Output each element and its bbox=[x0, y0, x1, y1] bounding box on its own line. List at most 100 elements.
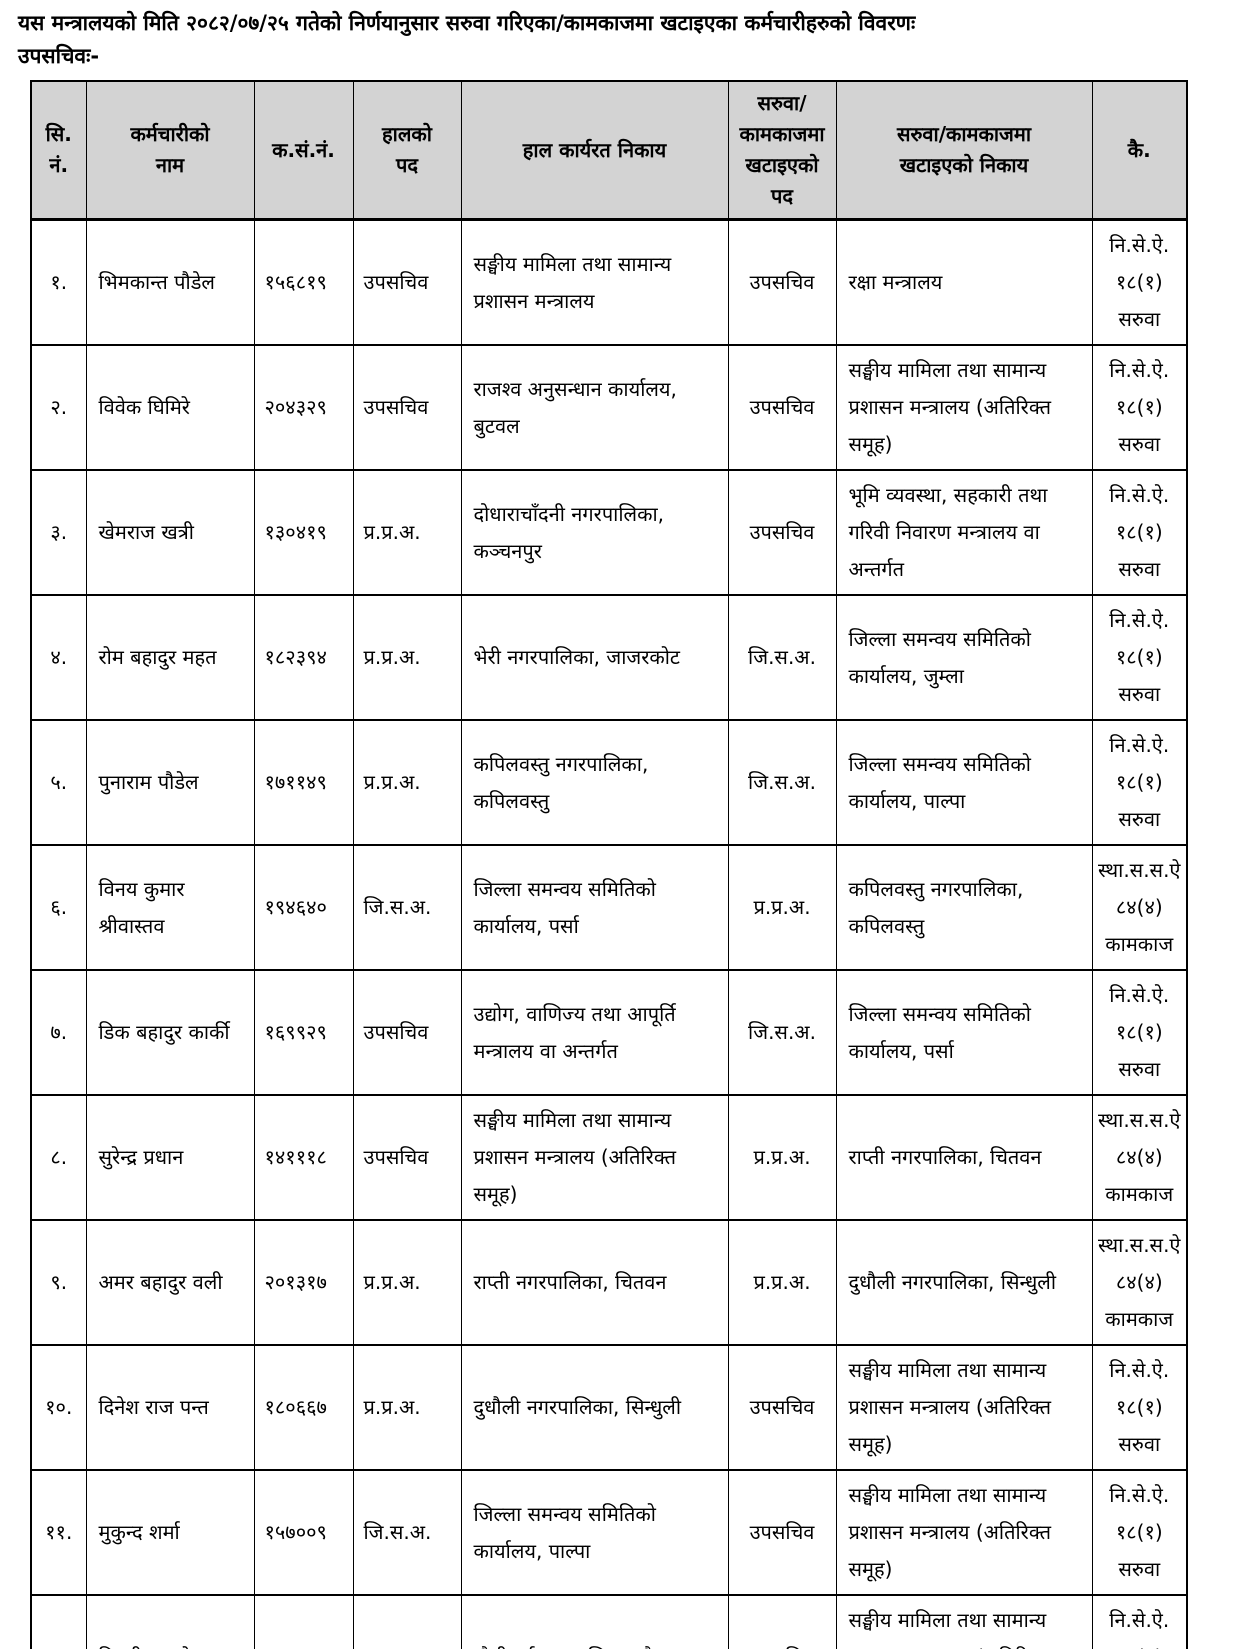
table-row: १०. दिनेश राज पन्त १८०६६७ प्र.प्र.अ. दुध… bbox=[30, 1344, 1188, 1472]
cell-assigned-position: प्र.प्र.अ. bbox=[727, 844, 837, 972]
cell-employee-id: १५७००९ bbox=[253, 1469, 354, 1597]
cell-employee-id: १८०६६७ bbox=[253, 1344, 354, 1472]
header-current-agency: हाल कार्यरत निकाय bbox=[460, 80, 729, 222]
table-row: ११. मुकुन्द शर्मा १५७००९ जि.स.अ. जिल्ला … bbox=[30, 1469, 1188, 1597]
header-employee-id: क.सं.नं. bbox=[253, 80, 354, 222]
cell-assigned-agency: दुधौली नगरपालिका, सिन्धुली bbox=[835, 1219, 1093, 1347]
table-row: ५. पुनाराम पौडेल १७११४९ प्र.प्र.अ. कपिलव… bbox=[30, 719, 1188, 847]
cell-serial-number: १२. bbox=[30, 1594, 87, 1649]
cell-employee-name: सुरेन्द्र प्रधान bbox=[85, 1094, 255, 1222]
cell-current-agency: जिल्ला समन्वय समितिको कार्यालय, पाल्पा bbox=[460, 1469, 729, 1597]
cell-remarks: नि.से.ऐ. १८(१) सरुवा bbox=[1091, 469, 1188, 597]
cell-employee-name: खेमराज खत्री bbox=[85, 469, 255, 597]
cell-assigned-position: उपसचिव bbox=[727, 1594, 837, 1649]
cell-current-agency: भेरी नगरपालिका, जाजरकोट bbox=[460, 594, 729, 722]
cell-remarks: नि.से.ऐ. १८(१) सरुवा bbox=[1091, 344, 1188, 472]
cell-serial-number: ४. bbox=[30, 594, 87, 722]
cell-current-agency: दोधाराचाँदनी नगरपालिका, कञ्चनपुर bbox=[460, 469, 729, 597]
table-row: १२. डिल्लीराज श्रेष्ठ १५४२२७ प्र.प्र.अ. … bbox=[30, 1594, 1188, 1649]
cell-employee-name: भिमकान्त पौडेल bbox=[85, 218, 255, 347]
table-row: ८. सुरेन्द्र प्रधान १४१११८ उपसचिव सङ्घीय… bbox=[30, 1094, 1188, 1222]
cell-assigned-position: जि.स.अ. bbox=[727, 719, 837, 847]
cell-assigned-agency: सङ्घीय मामिला तथा सामान्य प्रशासन मन्त्र… bbox=[835, 1594, 1093, 1649]
cell-employee-name: पुनाराम पौडेल bbox=[85, 719, 255, 847]
cell-assigned-position: उपसचिव bbox=[727, 1469, 837, 1597]
cell-employee-id: १६९९२९ bbox=[253, 969, 354, 1097]
cell-current-position: जि.स.अ. bbox=[352, 1469, 462, 1597]
cell-assigned-agency: सङ्घीय मामिला तथा सामान्य प्रशासन मन्त्र… bbox=[835, 1469, 1093, 1597]
cell-current-position: प्र.प्र.अ. bbox=[352, 1594, 462, 1649]
table-row: २. विवेक घिमिरे २०४३२९ उपसचिव राजश्व अनु… bbox=[30, 344, 1188, 472]
cell-current-agency: राजश्व अनुसन्धान कार्यालय, बुटवल bbox=[460, 344, 729, 472]
cell-assigned-agency: भूमि व्यवस्था, सहकारी तथा गरिवी निवारण म… bbox=[835, 469, 1093, 597]
cell-employee-name: अमर बहादुर वली bbox=[85, 1219, 255, 1347]
cell-employee-id: १७११४९ bbox=[253, 719, 354, 847]
cell-remarks: नि.से.ऐ. १८(१) सरुवा bbox=[1091, 1469, 1188, 1597]
cell-serial-number: ३. bbox=[30, 469, 87, 597]
cell-current-position: प्र.प्र.अ. bbox=[352, 469, 462, 597]
cell-remarks: स्था.स.स.ऐ ८४(४) कामकाज bbox=[1091, 844, 1188, 972]
cell-assigned-agency: जिल्ला समन्वय समितिको कार्यालय, पर्सा bbox=[835, 969, 1093, 1097]
cell-assigned-agency: जिल्ला समन्वय समितिको कार्यालय, पाल्पा bbox=[835, 719, 1093, 847]
cell-serial-number: २. bbox=[30, 344, 87, 472]
cell-assigned-agency: सङ्घीय मामिला तथा सामान्य प्रशासन मन्त्र… bbox=[835, 344, 1093, 472]
cell-remarks: नि.से.ऐ. १८(१) सरुवा bbox=[1091, 969, 1188, 1097]
cell-employee-name: रोम बहादुर महत bbox=[85, 594, 255, 722]
cell-employee-id: १४१११८ bbox=[253, 1094, 354, 1222]
cell-current-agency: दुधौली नगरपालिका, सिन्धुली bbox=[460, 1344, 729, 1472]
table-header-row: सि. नं. कर्मचारीको नाम क.सं.नं. हालको पद… bbox=[30, 80, 1188, 222]
cell-current-position: उपसचिव bbox=[352, 1094, 462, 1222]
cell-serial-number: ६. bbox=[30, 844, 87, 972]
table-row: १. भिमकान्त पौडेल १५६८१९ उपसचिव सङ्घीय म… bbox=[30, 218, 1188, 347]
header-assigned-agency: सरुवा/कामकाजमा खटाइएको निकाय bbox=[835, 80, 1093, 222]
cell-current-agency: कपिलवस्तु नगरपालिका, कपिलवस्तु bbox=[460, 719, 729, 847]
cell-employee-id: २०१३१७ bbox=[253, 1219, 354, 1347]
cell-assigned-position: उपसचिव bbox=[727, 218, 837, 347]
cell-assigned-position: उपसचिव bbox=[727, 1344, 837, 1472]
cell-assigned-agency: सङ्घीय मामिला तथा सामान्य प्रशासन मन्त्र… bbox=[835, 1344, 1093, 1472]
cell-current-agency: सङ्घीय मामिला तथा सामान्य प्रशासन मन्त्र… bbox=[460, 218, 729, 347]
cell-assigned-position: जि.स.अ. bbox=[727, 594, 837, 722]
cell-current-agency: सङ्घीय मामिला तथा सामान्य प्रशासन मन्त्र… bbox=[460, 1094, 729, 1222]
cell-serial-number: १०. bbox=[30, 1344, 87, 1472]
table-body: १. भिमकान्त पौडेल १५६८१९ उपसचिव सङ्घीय म… bbox=[30, 218, 1188, 1649]
header-remarks: कै. bbox=[1091, 80, 1188, 222]
cell-current-position: प्र.प्र.अ. bbox=[352, 594, 462, 722]
cell-serial-number: ८. bbox=[30, 1094, 87, 1222]
cell-current-agency: उद्योग, वाणिज्य तथा आपूर्ति मन्त्रालय वा… bbox=[460, 969, 729, 1097]
cell-current-agency: जिल्ला समन्वय समितिको कार्यालय, पर्सा bbox=[460, 844, 729, 972]
cell-assigned-position: प्र.प्र.अ. bbox=[727, 1219, 837, 1347]
table-row: ९. अमर बहादुर वली २०१३१७ प्र.प्र.अ. राप्… bbox=[30, 1219, 1188, 1347]
cell-employee-name: विनय कुमार श्रीवास्तव bbox=[85, 844, 255, 972]
cell-assigned-position: उपसचिव bbox=[727, 469, 837, 597]
cell-remarks: नि.से.ऐ. १८(१) सरुवा bbox=[1091, 719, 1188, 847]
cell-current-position: प्र.प्र.अ. bbox=[352, 1219, 462, 1347]
cell-current-agency: बौधीमाई नगरपालिका, रौतहट bbox=[460, 1594, 729, 1649]
cell-employee-name: डिल्लीराज श्रेष्ठ bbox=[85, 1594, 255, 1649]
cell-employee-name: विवेक घिमिरे bbox=[85, 344, 255, 472]
cell-current-position: उपसचिव bbox=[352, 344, 462, 472]
cell-assigned-agency: कपिलवस्तु नगरपालिका, कपिलवस्तु bbox=[835, 844, 1093, 972]
cell-remarks: स्था.स.स.ऐ ८४(४) कामकाज bbox=[1091, 1219, 1188, 1347]
transfer-table: सि. नं. कर्मचारीको नाम क.सं.नं. हालको पद… bbox=[30, 80, 1188, 1649]
cell-current-position: प्र.प्र.अ. bbox=[352, 1344, 462, 1472]
header-serial-number: सि. नं. bbox=[30, 80, 87, 222]
cell-current-position: प्र.प्र.अ. bbox=[352, 719, 462, 847]
header-current-position: हालको पद bbox=[352, 80, 462, 222]
cell-current-position: उपसचिव bbox=[352, 969, 462, 1097]
table-row: ६. विनय कुमार श्रीवास्तव १९४६४० जि.स.अ. … bbox=[30, 844, 1188, 972]
cell-employee-name: मुकुन्द शर्मा bbox=[85, 1469, 255, 1597]
cell-employee-id: २०४३२९ bbox=[253, 344, 354, 472]
table-row: ३. खेमराज खत्री १३०४१९ प्र.प्र.अ. दोधारा… bbox=[30, 469, 1188, 597]
cell-remarks: नि.से.ऐ. १८(१) सरुवा bbox=[1091, 218, 1188, 347]
cell-employee-name: दिनेश राज पन्त bbox=[85, 1344, 255, 1472]
cell-assigned-agency: रक्षा मन्त्रालय bbox=[835, 218, 1093, 347]
page-title: यस मन्त्रालयको मिति २०८२/०७/२५ गतेको निर… bbox=[18, 11, 916, 35]
cell-remarks: नि.से.ऐ. १८(१) सरुवा bbox=[1091, 1594, 1188, 1649]
cell-assigned-position: प्र.प्र.अ. bbox=[727, 1094, 837, 1222]
cell-serial-number: १. bbox=[30, 218, 87, 347]
header-employee-name: कर्मचारीको नाम bbox=[85, 80, 255, 222]
cell-remarks: नि.से.ऐ. १८(१) सरुवा bbox=[1091, 1344, 1188, 1472]
cell-employee-id: १९४६४० bbox=[253, 844, 354, 972]
